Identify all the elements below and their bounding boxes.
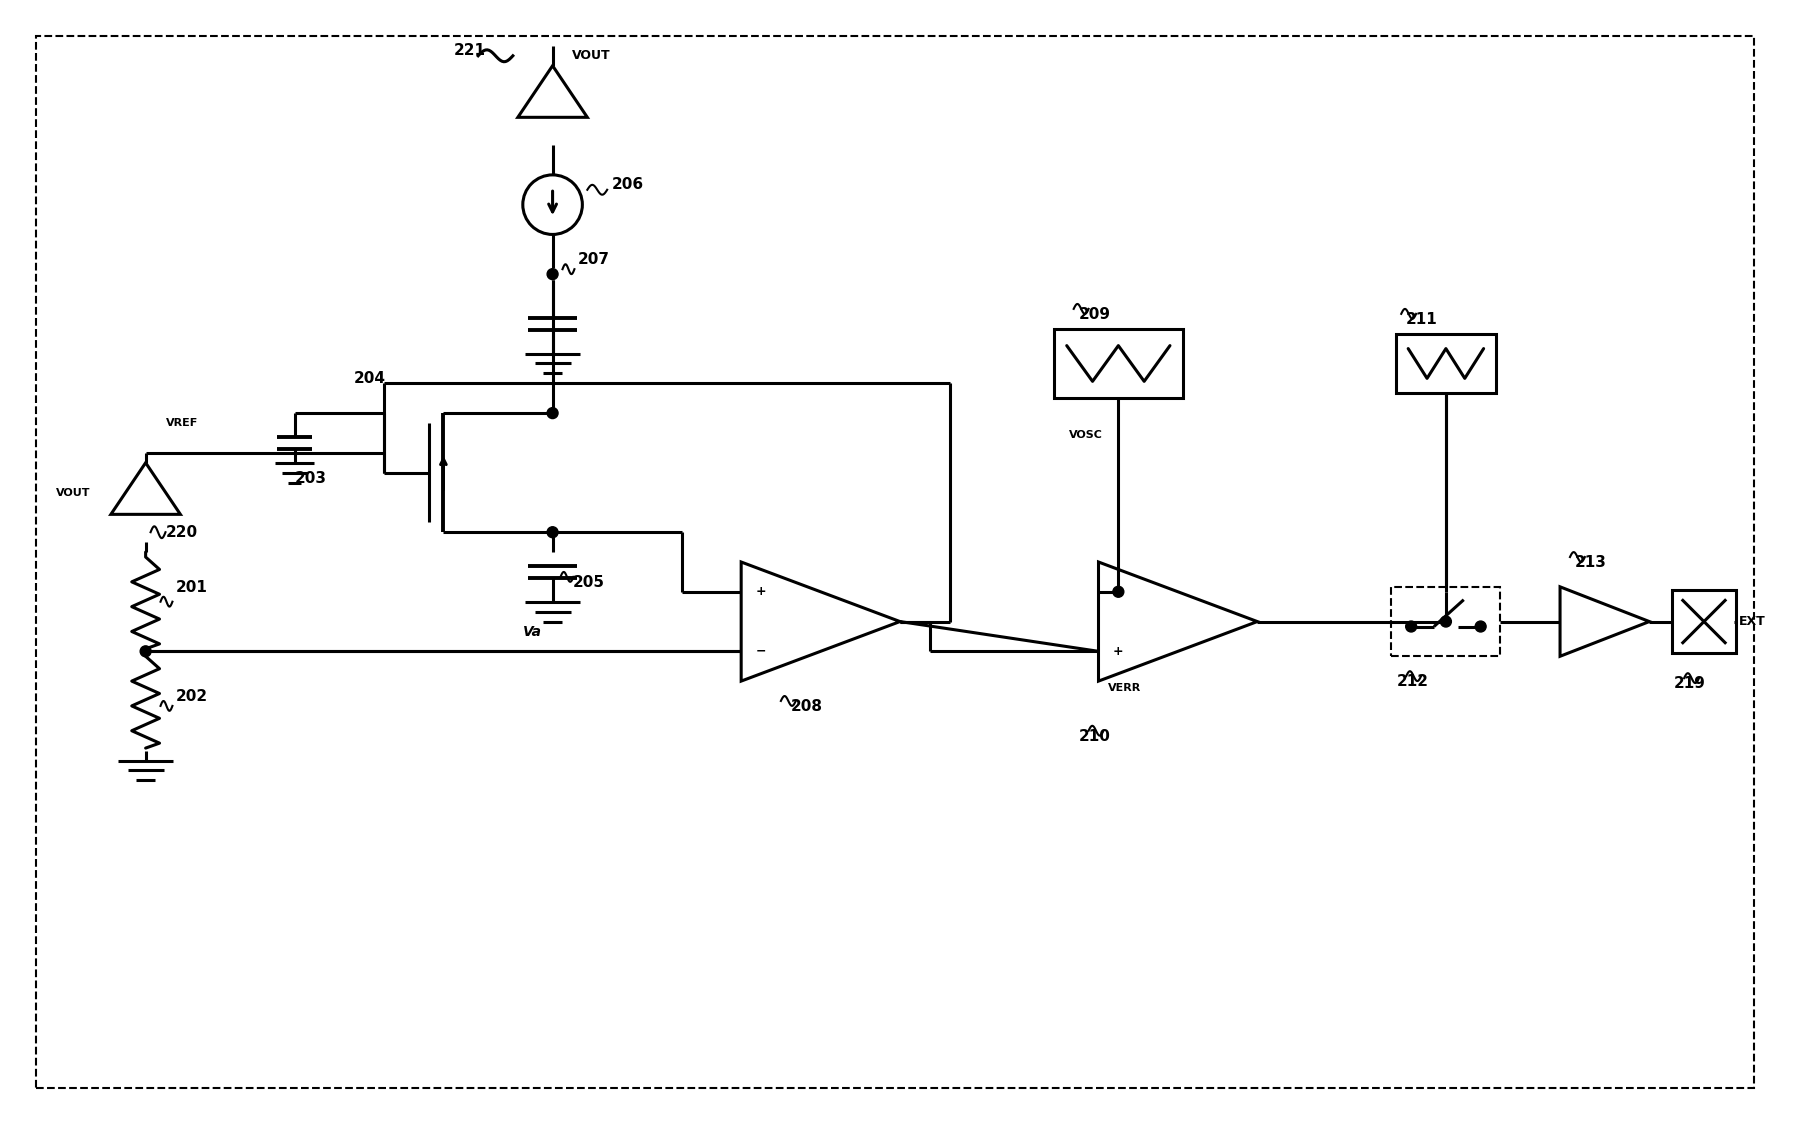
Text: 209: 209 bbox=[1079, 306, 1110, 322]
Text: 212: 212 bbox=[1395, 674, 1428, 689]
Circle shape bbox=[1406, 622, 1417, 632]
Text: 204: 204 bbox=[354, 371, 386, 386]
Text: VREF: VREF bbox=[165, 419, 198, 427]
Bar bbox=[1672, 590, 1735, 653]
Circle shape bbox=[548, 407, 559, 419]
Text: 208: 208 bbox=[790, 699, 823, 714]
FancyArrowPatch shape bbox=[440, 459, 445, 489]
Circle shape bbox=[548, 268, 559, 279]
Text: 203: 203 bbox=[295, 470, 327, 486]
Text: −: − bbox=[1114, 586, 1124, 598]
Text: 221: 221 bbox=[453, 44, 485, 58]
Text: EXT: EXT bbox=[1739, 615, 1765, 628]
Text: 211: 211 bbox=[1406, 312, 1439, 327]
Bar bbox=[1395, 333, 1496, 393]
Text: 207: 207 bbox=[577, 251, 609, 267]
Circle shape bbox=[1475, 622, 1485, 632]
Text: 213: 213 bbox=[1575, 555, 1607, 570]
Bar bbox=[1392, 587, 1500, 656]
Text: +: + bbox=[1114, 645, 1124, 657]
Text: VOUT: VOUT bbox=[56, 488, 92, 497]
Text: 202: 202 bbox=[176, 689, 208, 703]
Text: 220: 220 bbox=[165, 525, 198, 540]
Text: Va: Va bbox=[523, 625, 542, 640]
Text: 206: 206 bbox=[612, 177, 645, 192]
Text: VOSC: VOSC bbox=[1069, 430, 1103, 440]
Text: −: − bbox=[756, 645, 767, 657]
FancyArrowPatch shape bbox=[550, 191, 557, 212]
Circle shape bbox=[140, 646, 151, 656]
Text: 210: 210 bbox=[1079, 728, 1110, 744]
Circle shape bbox=[1440, 616, 1451, 627]
Text: 219: 219 bbox=[1674, 677, 1706, 691]
Text: 201: 201 bbox=[176, 580, 207, 595]
Bar bbox=[1054, 329, 1184, 398]
Text: VOUT: VOUT bbox=[573, 49, 611, 63]
Circle shape bbox=[1114, 587, 1124, 597]
Text: 205: 205 bbox=[573, 574, 605, 590]
Circle shape bbox=[548, 526, 559, 537]
Text: VERR: VERR bbox=[1108, 683, 1142, 693]
Text: +: + bbox=[756, 586, 767, 598]
